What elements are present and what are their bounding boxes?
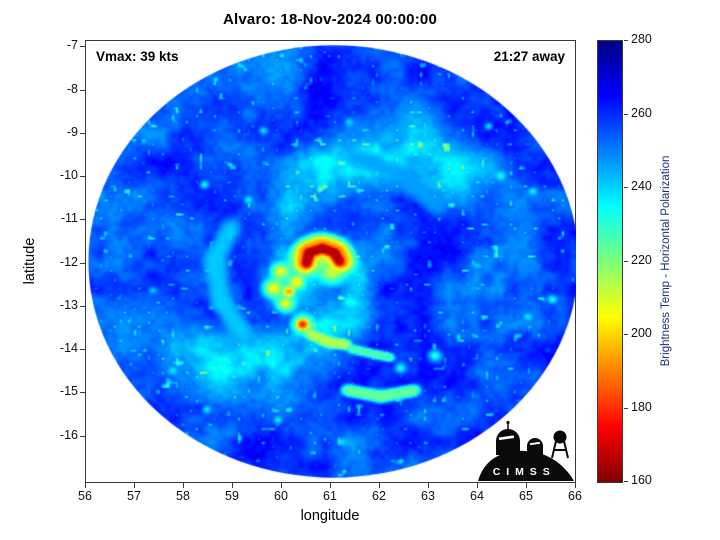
- colorbar-tick-label: 160: [631, 473, 652, 487]
- x-tick-mark: [134, 483, 135, 488]
- y-tick-mark: [80, 262, 85, 264]
- x-tick-label: 65: [519, 489, 533, 503]
- satellite-swath-canvas: [86, 41, 576, 482]
- x-tick-mark: [330, 483, 331, 488]
- y-tick-label: -7: [66, 38, 78, 53]
- antenna-tip: [506, 420, 510, 425]
- x-tick-mark: [526, 483, 527, 488]
- x-tick-label: 63: [421, 489, 435, 503]
- y-tick-mark: [80, 349, 85, 351]
- colorbar-label: Brightness Temp - Horizontal Polarizatio…: [660, 155, 672, 367]
- x-axis-label: longitude: [300, 508, 360, 524]
- logo-hill: [478, 450, 574, 481]
- x-tick-label: 59: [225, 489, 239, 503]
- colorbar-tick-mark: [624, 40, 628, 41]
- x-tick-mark: [575, 483, 576, 488]
- x-tick-label: 58: [176, 489, 190, 503]
- colorbar-tick-label: 200: [631, 326, 652, 340]
- x-tick-mark: [85, 483, 86, 488]
- y-tick-mark: [80, 46, 85, 48]
- y-tick-mark: [80, 89, 85, 91]
- large-dome-slit: [498, 435, 515, 441]
- colorbar-tick-label: 280: [631, 32, 652, 46]
- vmax-annotation: Vmax: 39 kts: [96, 49, 179, 64]
- colorbar-tick-label: 260: [631, 105, 652, 120]
- logo-text: C I M S S: [493, 466, 551, 478]
- cimss-logo: C I M S S: [478, 420, 574, 481]
- x-tick-label: 61: [323, 489, 337, 503]
- colorbar-tick-label: 240: [631, 179, 652, 193]
- plot-area: Vmax: 39 kts 21:27 away C I M S S: [85, 40, 576, 483]
- y-tick-mark: [80, 219, 85, 221]
- y-tick-mark: [80, 132, 85, 134]
- y-tick-label: -14: [59, 341, 78, 356]
- y-tick-label: -15: [59, 384, 78, 399]
- y-tick-mark: [80, 435, 85, 437]
- x-tick-label: 57: [127, 489, 141, 503]
- colorbar-tick-mark: [624, 187, 628, 188]
- y-tick-label: -12: [59, 254, 78, 269]
- y-tick-label: -10: [59, 168, 78, 183]
- time-away-annotation: 21:27 away: [493, 49, 565, 64]
- x-tick-label: 60: [274, 489, 288, 503]
- colorbar: [597, 40, 623, 483]
- x-tick-mark: [428, 483, 429, 488]
- small-dome-base: [527, 446, 543, 456]
- x-tick-mark: [183, 483, 184, 488]
- colorbar-tick-label: 220: [631, 252, 652, 267]
- small-dome-slit: [529, 441, 541, 446]
- x-tick-mark: [232, 483, 233, 488]
- y-tick-label: -13: [59, 297, 78, 312]
- x-tick-mark: [477, 483, 478, 488]
- colorbar-tick-mark: [624, 481, 628, 482]
- y-tick-mark: [80, 176, 85, 178]
- y-tick-label: -11: [60, 211, 78, 226]
- large-dome-base: [496, 441, 520, 455]
- x-tick-label: 64: [470, 489, 484, 503]
- y-tick-label: -8: [66, 81, 78, 96]
- y-tick-mark: [80, 392, 85, 394]
- y-tick-label: -16: [59, 427, 78, 442]
- colorbar-tick-mark: [624, 407, 628, 409]
- y-tick-label: -9: [66, 124, 78, 139]
- plot-title: Alvaro: 18-Nov-2024 00:00:00: [222, 11, 438, 28]
- x-tick-label: 62: [372, 489, 386, 503]
- x-tick-mark: [379, 483, 380, 488]
- colorbar-tick-mark: [624, 260, 628, 262]
- colorbar-tick-mark: [624, 334, 628, 335]
- colorbar-tick-label: 180: [631, 399, 652, 414]
- x-tick-mark: [281, 483, 282, 488]
- water-tower-icon: [553, 430, 567, 444]
- x-tick-label: 56: [78, 489, 92, 503]
- x-tick-label: 66: [568, 489, 582, 503]
- water-tower-legs: [551, 440, 569, 459]
- colorbar-tick-mark: [624, 113, 628, 115]
- y-tick-mark: [80, 305, 85, 307]
